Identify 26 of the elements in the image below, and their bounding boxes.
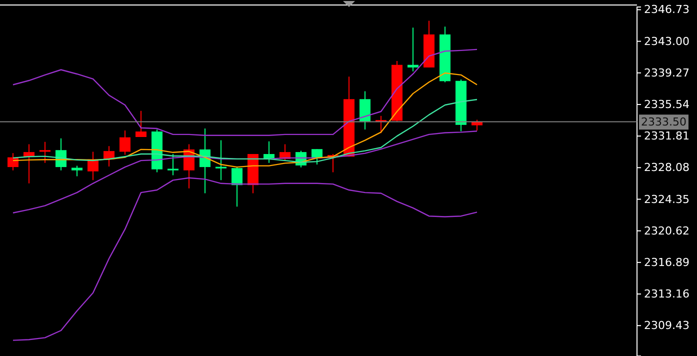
candlestick [312, 148, 322, 166]
y-tick-label: 2346.73 [644, 3, 690, 16]
y-tick-label: 2339.27 [644, 66, 690, 80]
candlestick [72, 165, 82, 177]
y-tick-label: 2335.54 [644, 98, 690, 111]
candlestick [168, 154, 178, 176]
candlestick [120, 130, 130, 156]
y-tick-label: 2324.35 [644, 192, 690, 206]
candlestick [40, 141, 50, 164]
candlestick [408, 27, 418, 72]
candlestick [232, 166, 242, 208]
y-tick-label: 2313.16 [644, 288, 690, 301]
candlestick [136, 110, 146, 138]
y-tick-label: 2328.08 [644, 161, 690, 174]
candlestick [24, 144, 34, 184]
ref-line-label: 2333.50 [641, 116, 686, 129]
line-series [12, 48, 478, 136]
y-tick-label: 2320.62 [644, 224, 690, 238]
candlestick [376, 115, 386, 134]
y-tick-label: 2316.89 [644, 256, 690, 269]
y-tick-label: 2309.43 [644, 319, 690, 332]
y-tick-label: 2343.00 [644, 34, 690, 48]
candlestick [216, 140, 226, 181]
candlestick [360, 90, 370, 130]
y-tick-label: 2331.81 [644, 130, 690, 143]
line-series [12, 130, 478, 214]
